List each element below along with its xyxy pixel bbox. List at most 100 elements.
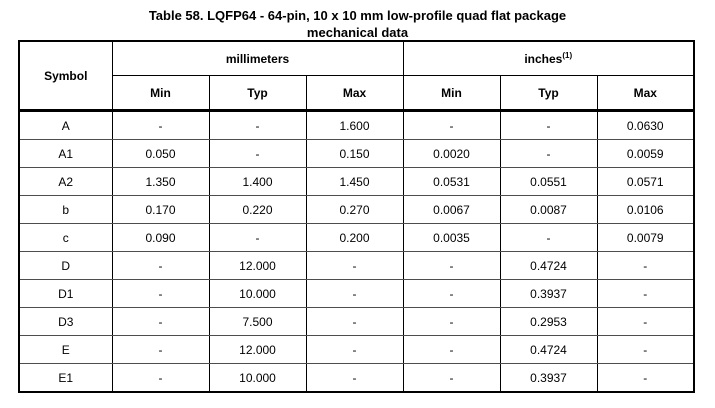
symbol-cell: A2 [18,167,113,196]
value-cell: 0.220 [208,195,307,224]
table-body: A - -1.600- -0.0630 A1 0.050-0.150 0.0020-0.00… [18,109,695,393]
value-cell: - [402,363,501,393]
value-cell: - [402,109,501,140]
symbol-cell: c [18,223,113,252]
value-cell: 0.0630 [596,109,695,140]
value-cell: 0.2953 [499,307,598,336]
value-cell: 0.3937 [499,363,598,393]
value-cell: 0.0035 [402,223,501,252]
value-cell: 0.0531 [402,167,501,196]
value-cell: - [111,335,210,364]
value-cell: 1.400 [208,167,307,196]
value-cell: 0.170 [111,195,210,224]
value-cell: - [111,279,210,308]
value-cell: - [402,307,501,336]
value-cell: 0.3937 [499,279,598,308]
value-cell: 12.000 [208,335,307,364]
symbol-cell: b [18,195,113,224]
value-cell: 0.4724 [499,251,598,280]
inches-label: inches [524,51,563,66]
value-cell: 0.200 [305,223,404,252]
table-caption-line2: mechanical data [306,25,409,41]
value-cell: - [402,279,501,308]
value-cell: - [596,363,695,393]
value-cell: 0.0079 [596,223,695,252]
value-cell: 0.4724 [499,335,598,364]
table-caption: Table 58. LQFP64 - 64-pin, 10 x 10 mm lo… [0,0,715,41]
value-cell: 0.0106 [596,195,695,224]
value-cell: - [596,307,695,336]
column-header-min-in: Min [402,75,501,111]
value-cell: - [305,251,404,280]
column-header-max-mm: Max [305,75,404,111]
table-row: E -12.000- -0.4724- [18,335,695,364]
symbol-cell: A1 [18,139,113,168]
value-cell: 1.350 [111,167,210,196]
table-row: b 0.170 0.220 0.270 0.0067 0.0087 0.0106 [18,195,695,224]
value-cell: - [111,363,210,393]
value-cell: - [596,279,695,308]
symbol-cell: E1 [18,363,113,393]
column-group-inches: inches(1) [402,40,695,76]
symbol-cell: D1 [18,279,113,308]
value-cell: 0.0551 [499,167,598,196]
value-cell: 0.0059 [596,139,695,168]
value-cell: 12.000 [208,251,307,280]
value-cell: 0.270 [305,195,404,224]
column-header-min-mm: Min [111,75,210,111]
value-cell: - [111,251,210,280]
column-group-millimeters: millimeters [111,40,404,76]
table-row: D3-7.500- -0.2953- [18,307,695,336]
value-cell: - [499,139,598,168]
value-cell: - [305,335,404,364]
table-row: c 0.090-0.200 0.0035-0.0079 [18,223,695,252]
value-cell: - [111,109,210,140]
column-header-typ-mm: Typ [208,75,307,111]
header-subcolumn-row: Min Typ Max Min Typ Max [19,75,695,111]
table-row: D1-10.000- -0.3937- [18,279,695,308]
value-cell: 0.0087 [499,195,598,224]
symbol-cell: D3 [18,307,113,336]
value-cell: - [111,307,210,336]
table-row: A - -1.600- -0.0630 [18,109,695,140]
value-cell: - [305,307,404,336]
value-cell: - [208,223,307,252]
value-cell: 0.150 [305,139,404,168]
table-header: Symbol millimeters inches(1) Min Typ Max Mi… [18,40,695,111]
column-header-max-in: Max [596,75,695,111]
value-cell: - [305,363,404,393]
column-header-typ-in: Typ [499,75,598,111]
symbol-cell: A [18,109,113,140]
column-header-symbol: Symbol [18,40,113,111]
value-cell: - [305,279,404,308]
value-cell: - [596,251,695,280]
value-cell: 0.0067 [402,195,501,224]
table-row: A2 1.350 1.400 1.450 0.0531 0.0551 0.0571 [18,167,695,196]
value-cell: 0.0571 [596,167,695,196]
value-cell: 7.500 [208,307,307,336]
symbol-cell: D [18,251,113,280]
table-row: D -12.000- -0.4724- [18,251,695,280]
value-cell: 0.050 [111,139,210,168]
table-row: A1 0.050-0.150 0.0020-0.0059 [18,139,695,168]
value-cell: - [402,335,501,364]
value-cell: 10.000 [208,279,307,308]
value-cell: 0.0020 [402,139,501,168]
table-caption-line1: Table 58. LQFP64 - 64-pin, 10 x 10 mm lo… [148,8,567,23]
value-cell: - [208,109,307,140]
value-cell: - [499,223,598,252]
header-group-row: Symbol millimeters inches(1) [18,40,695,111]
value-cell: 1.450 [305,167,404,196]
value-cell: 0.090 [111,223,210,252]
value-cell: - [499,109,598,140]
symbol-cell: E [18,335,113,364]
footnote-marker: (1) [562,50,573,60]
mechanical-data-table: Symbol millimeters inches(1) Min Typ Max Mi… [18,40,695,393]
value-cell: - [208,139,307,168]
value-cell: - [402,251,501,280]
value-cell: 10.000 [208,363,307,393]
value-cell: 1.600 [305,109,404,140]
table-row: E1-10.000- -0.3937- [18,363,695,393]
value-cell: - [596,335,695,364]
